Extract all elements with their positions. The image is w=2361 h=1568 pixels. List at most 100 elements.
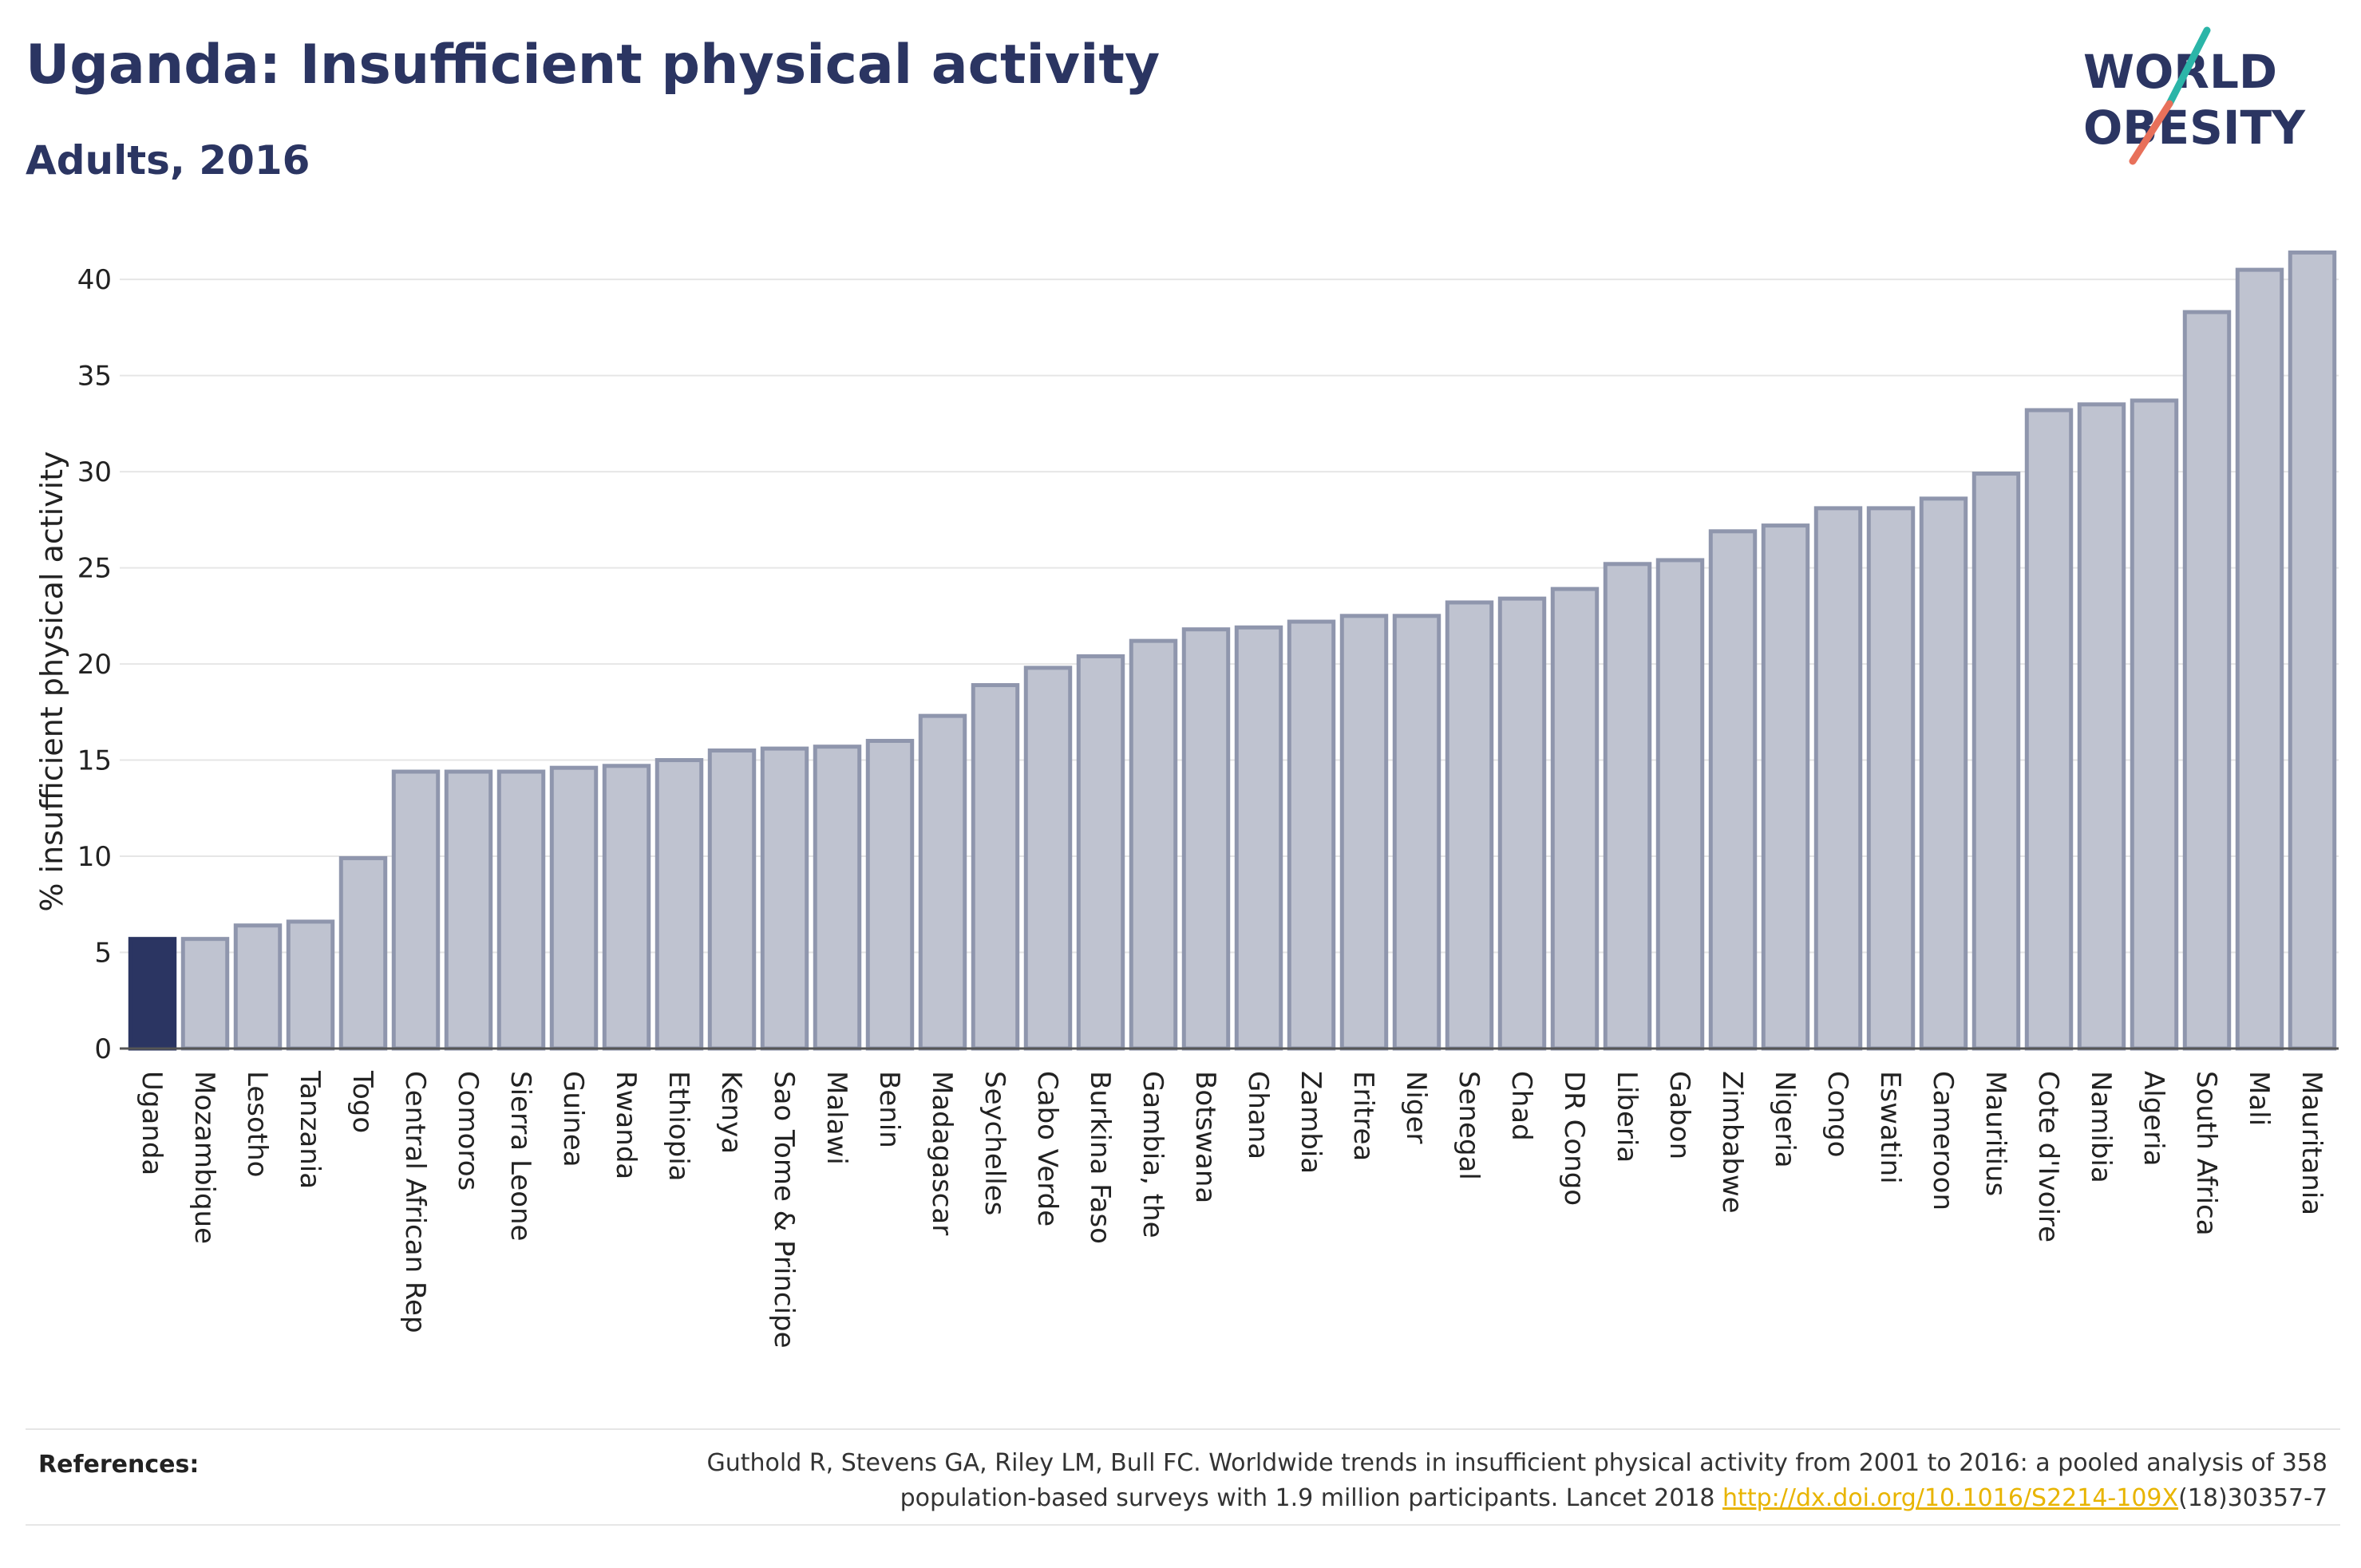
x-tick-label: Seychelles	[979, 1071, 1010, 1215]
y-axis-label: % insufficient physical activity	[34, 451, 69, 911]
bar-mozambique	[180, 937, 230, 1051]
bar-togo	[338, 855, 388, 1051]
logo-accent-coral	[2129, 100, 2173, 165]
bar-senegal	[1445, 600, 1494, 1051]
x-tick-label: Madagascar	[926, 1071, 958, 1235]
bar-ethiopia	[655, 758, 704, 1051]
y-tick-label: 40	[77, 264, 112, 296]
bar-gabon	[1655, 558, 1705, 1051]
bar-comoros	[444, 769, 493, 1051]
x-tick-label: Mozambique	[188, 1071, 220, 1244]
x-tick-label: Niger	[1400, 1071, 1432, 1143]
x-tick-label: Cote d'Ivoire	[2032, 1071, 2064, 1242]
bar-cote-d-ivoire	[2024, 408, 2074, 1051]
bar-rwanda	[602, 764, 651, 1051]
bar-lesotho	[233, 923, 283, 1051]
logo-line2: OBESITY	[2083, 101, 2306, 155]
reference-citation-suffix: (18)30357-7	[2178, 1484, 2327, 1512]
logo-accent-teal	[2165, 26, 2211, 108]
bar-kenya	[707, 748, 757, 1051]
x-tick-label: Tanzania	[294, 1070, 326, 1189]
bar-dr-congo	[1550, 587, 1600, 1051]
x-tick-label: Cameroon	[1927, 1071, 1959, 1211]
bar-uganda	[128, 937, 177, 1051]
x-tick-label: Congo	[1821, 1071, 1853, 1157]
x-tick-label: Eswatini	[1874, 1071, 1906, 1184]
bar-benin	[865, 738, 915, 1051]
x-tick-label: Mauritania	[2296, 1071, 2327, 1215]
x-tick-label: Gambia, the	[1137, 1071, 1169, 1238]
world-obesity-logo: WORLD OBESITY	[2083, 26, 2306, 165]
x-tick-label: Burkina Faso	[1084, 1071, 1116, 1244]
bar-south-africa	[2182, 310, 2232, 1051]
chart-subtitle: Adults, 2016	[26, 137, 310, 184]
bar-chad	[1497, 596, 1547, 1051]
x-tick-label: Togo	[346, 1070, 378, 1133]
x-tick-label: Algeria	[2138, 1071, 2169, 1166]
x-tick-labels: Uganda Mozambique Lesotho Tanzania Togo Centr…	[136, 1070, 2327, 1349]
x-tick-label: Ghana	[1242, 1071, 1274, 1159]
bar-zimbabwe	[1708, 529, 1758, 1051]
bar-seychelles	[971, 683, 1020, 1051]
x-tick-label: Zimbabwe	[1716, 1071, 1748, 1214]
bar-liberia	[1603, 562, 1652, 1051]
x-tick-label: Nigeria	[1769, 1071, 1801, 1168]
references-divider-top	[26, 1428, 2340, 1430]
references-divider-bottom	[26, 1524, 2340, 1526]
y-tick-labels: 0 5 10 15 20 25 30 35 40	[77, 264, 112, 1065]
chart-title: Uganda: Insufficient physical activity	[26, 34, 1161, 97]
reference-doi-link[interactable]: http://dx.doi.org/10.1016/S2214-109X	[1722, 1484, 2179, 1512]
x-tick-label: Cabo Verde	[1031, 1071, 1063, 1226]
bar-burkina-faso	[1076, 654, 1125, 1051]
x-tick-label: Benin	[873, 1071, 905, 1148]
y-tick-label: 35	[77, 361, 112, 393]
x-tick-label: Botswana	[1189, 1071, 1221, 1203]
x-tick-label: Sierra Leone	[504, 1071, 536, 1241]
bar-eswatini	[1866, 506, 1916, 1051]
y-tick-label: 20	[77, 649, 112, 681]
x-tick-label: Eritrea	[1347, 1071, 1379, 1161]
bar-tanzania	[286, 919, 335, 1051]
y-tick-label: 15	[77, 745, 112, 777]
x-tick-label: Malawi	[821, 1071, 852, 1165]
bar-sierra-leone	[496, 769, 546, 1051]
x-tick-label: Sao Tome & Principe	[768, 1071, 800, 1349]
bar-zambia	[1287, 619, 1336, 1051]
bar-nigeria	[1761, 523, 1810, 1051]
y-tick-label: 10	[77, 841, 112, 873]
x-tick-label: Comoros	[452, 1071, 484, 1191]
bar-mauritius	[1971, 472, 2021, 1051]
bar-sao-tome-principe	[760, 746, 809, 1051]
bar-malawi	[813, 745, 862, 1051]
x-tick-label: Zambia	[1295, 1071, 1327, 1174]
bar-cabo-verde	[1023, 666, 1073, 1051]
y-tick-label: 0	[94, 1033, 112, 1065]
bar-algeria	[2130, 398, 2179, 1051]
x-tick-label: South Africa	[2190, 1071, 2222, 1236]
bar-cameroon	[1919, 496, 1968, 1051]
bar-congo	[1813, 506, 1863, 1051]
x-tick-label: Chad	[1505, 1071, 1537, 1141]
bars	[128, 250, 2337, 1051]
x-tick-label: Uganda	[136, 1071, 168, 1175]
bar-central-african-rep	[391, 769, 441, 1051]
bar-gambia-the	[1129, 638, 1178, 1051]
references-label: References:	[38, 1451, 200, 1479]
y-tick-label: 25	[77, 553, 112, 585]
bar-namibia	[2077, 402, 2126, 1051]
x-tick-label: DR Congo	[1558, 1071, 1590, 1206]
x-tick-label: Gabon	[1663, 1071, 1695, 1159]
x-tick-label: Mali	[2243, 1071, 2275, 1126]
x-tick-label: Ethiopia	[662, 1071, 694, 1181]
x-tick-label: Senegal	[1453, 1071, 1485, 1180]
x-tick-label: Namibia	[2085, 1071, 2117, 1183]
bar-madagascar	[918, 713, 967, 1051]
bar-ghana	[1234, 625, 1283, 1051]
bar-botswana	[1181, 627, 1231, 1051]
bar-mali	[2235, 267, 2284, 1051]
x-tick-label: Lesotho	[241, 1071, 273, 1177]
reference-citation: Guthold R, Stevens GA, Riley LM, Bull FC…	[706, 1449, 2327, 1512]
x-tick-label: Rwanda	[610, 1071, 642, 1179]
references-text: Guthold R, Stevens GA, Riley LM, Bull FC…	[571, 1446, 2327, 1516]
